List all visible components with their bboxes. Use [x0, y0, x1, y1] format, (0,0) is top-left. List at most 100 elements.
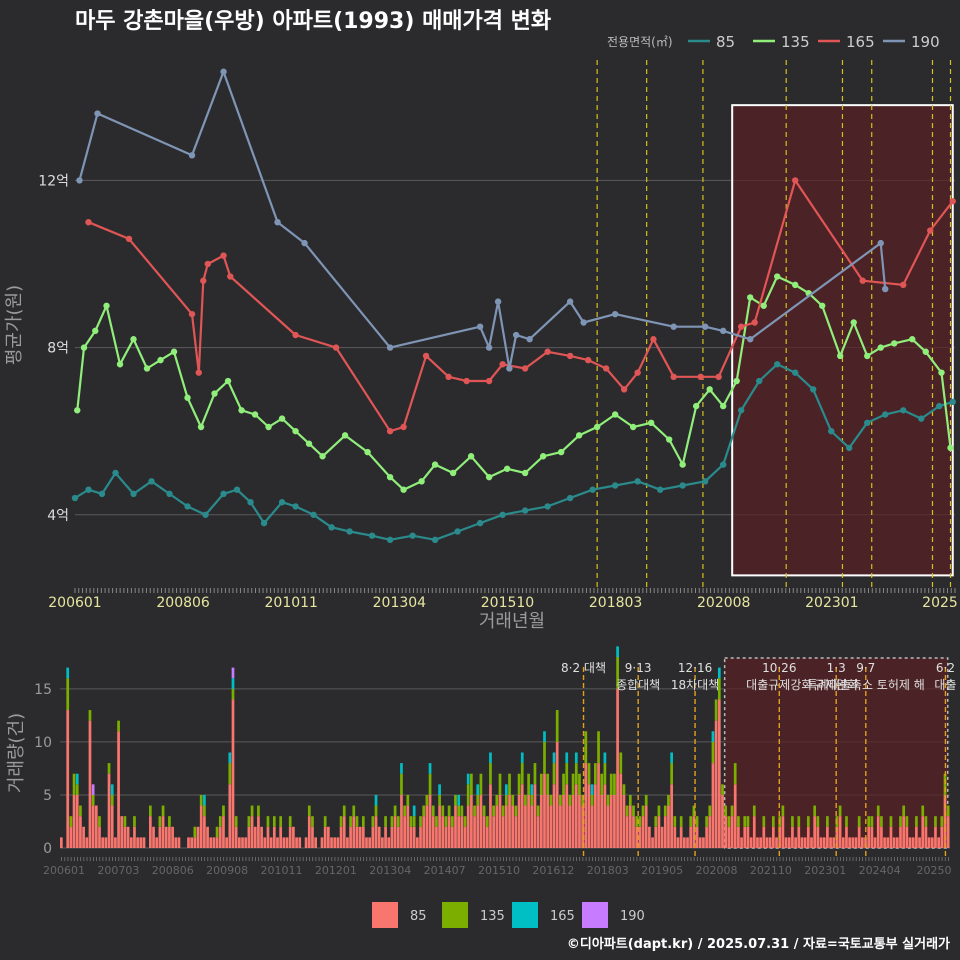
volume-y-tick-label: 0 [43, 841, 52, 857]
volume-bar-165 [438, 784, 441, 795]
volume-bar-135 [946, 805, 950, 817]
volume-bar-85 [908, 837, 912, 848]
data-point-165 [200, 277, 207, 284]
volume-bar-85 [85, 837, 89, 848]
data-point-165 [125, 235, 133, 243]
volume-bar-135 [679, 816, 683, 827]
volume-bar-135 [870, 816, 874, 827]
data-point-165 [650, 336, 657, 343]
data-point-190 [611, 310, 619, 318]
volume-bar-165 [66, 667, 70, 679]
volume-bar-135 [339, 816, 343, 827]
volume-bar-85 [203, 816, 206, 848]
volume-bar-135 [711, 741, 715, 764]
data-point-85 [260, 519, 268, 527]
volume-bar-85 [425, 805, 429, 848]
volume-bar-165 [203, 794, 206, 806]
volume-y-tick-label: 5 [43, 788, 52, 804]
volume-bar-85 [937, 837, 940, 848]
volume-bar-85 [142, 837, 146, 848]
volume-bar-85 [473, 816, 476, 848]
volume-x-tick-label: 200601 [43, 864, 85, 877]
volume-bar-85 [927, 837, 931, 848]
volume-bar-135 [422, 805, 426, 817]
data-point-135 [157, 356, 164, 364]
volume-bar-135 [272, 816, 276, 827]
volume-bar-135 [463, 816, 467, 827]
volume-bar-135 [644, 794, 648, 806]
volume-bar-85 [231, 699, 235, 848]
volume-bar-135 [746, 816, 750, 827]
volume-bar-135 [628, 794, 632, 806]
data-point-85 [773, 361, 781, 368]
volume-x-tick-label: 200703 [97, 864, 139, 877]
volume-bar-165 [412, 805, 416, 817]
series-line-190 [78, 70, 887, 370]
volume-bar-85 [222, 816, 225, 848]
volume-bar-85 [752, 816, 756, 848]
volume-bar-85 [775, 837, 778, 848]
volume-bar-85 [285, 837, 289, 848]
volume-y-tick-label: 10 [34, 735, 52, 751]
volume-bar-135 [149, 805, 152, 817]
volume-bar-85 [543, 773, 546, 848]
data-point-85 [499, 511, 506, 518]
volume-bar-135 [355, 816, 359, 827]
volume-bar-85 [393, 816, 397, 848]
volume-bar-165 [552, 752, 556, 764]
event-annotation-label: 특례대출축소 토허제 해 [807, 678, 925, 692]
data-point-85 [247, 499, 254, 506]
volume-bar-85 [101, 837, 105, 848]
volume-bar-165 [670, 752, 673, 764]
volume-bar-135 [806, 816, 810, 827]
data-point-85 [864, 419, 871, 427]
volume-bar-85 [253, 826, 257, 848]
data-point-135 [386, 473, 394, 481]
price-x-tick-label: 201011 [265, 595, 318, 611]
data-point-85 [278, 499, 286, 506]
volume-bar-85 [663, 816, 667, 848]
volume-bar-135 [479, 773, 483, 795]
data-point-135 [611, 411, 619, 418]
volume-bar-135 [444, 816, 448, 827]
volume-bar-135 [247, 816, 251, 827]
data-point-165 [584, 356, 592, 364]
data-point-165 [927, 227, 934, 234]
volume-bar-135 [98, 816, 101, 827]
event-annotation-label: 12·16 [678, 661, 712, 675]
data-point-190 [301, 239, 308, 247]
volume-bar-135 [215, 826, 219, 838]
data-point-85 [148, 478, 155, 485]
data-point-135 [103, 302, 110, 309]
volume-bar-85 [482, 816, 486, 848]
data-point-135 [92, 327, 99, 335]
volume-bar-85 [190, 837, 194, 848]
volume-bar-85 [295, 837, 298, 848]
volume-bar-135 [613, 773, 616, 795]
bar-legend-key-190 [582, 902, 608, 928]
volume-bar-85 [673, 826, 677, 848]
data-point-85 [679, 482, 686, 489]
data-point-85 [368, 532, 376, 539]
volume-bar-85 [609, 794, 613, 848]
volume-bar-135 [438, 794, 441, 806]
volume-bar-135 [266, 816, 270, 827]
data-point-135 [305, 440, 313, 447]
volume-bar-135 [307, 805, 311, 817]
volume-bar-85 [794, 837, 797, 848]
volume-bar-135 [845, 816, 848, 827]
data-point-85 [611, 482, 619, 489]
volume-bar-85 [139, 837, 143, 848]
data-point-85 [936, 402, 943, 410]
volume-bar-135 [730, 805, 734, 817]
volume-bar-85 [692, 816, 696, 848]
volume-x-tick-label: 202008 [696, 864, 738, 877]
volume-bar-165 [231, 678, 235, 689]
data-point-165 [85, 218, 92, 226]
volume-bar-85 [826, 826, 829, 848]
volume-bar-85 [266, 826, 270, 848]
volume-bar-135 [88, 710, 92, 721]
data-point-85 [719, 461, 727, 468]
volume-bar-135 [571, 773, 575, 795]
data-point-135 [521, 469, 529, 477]
